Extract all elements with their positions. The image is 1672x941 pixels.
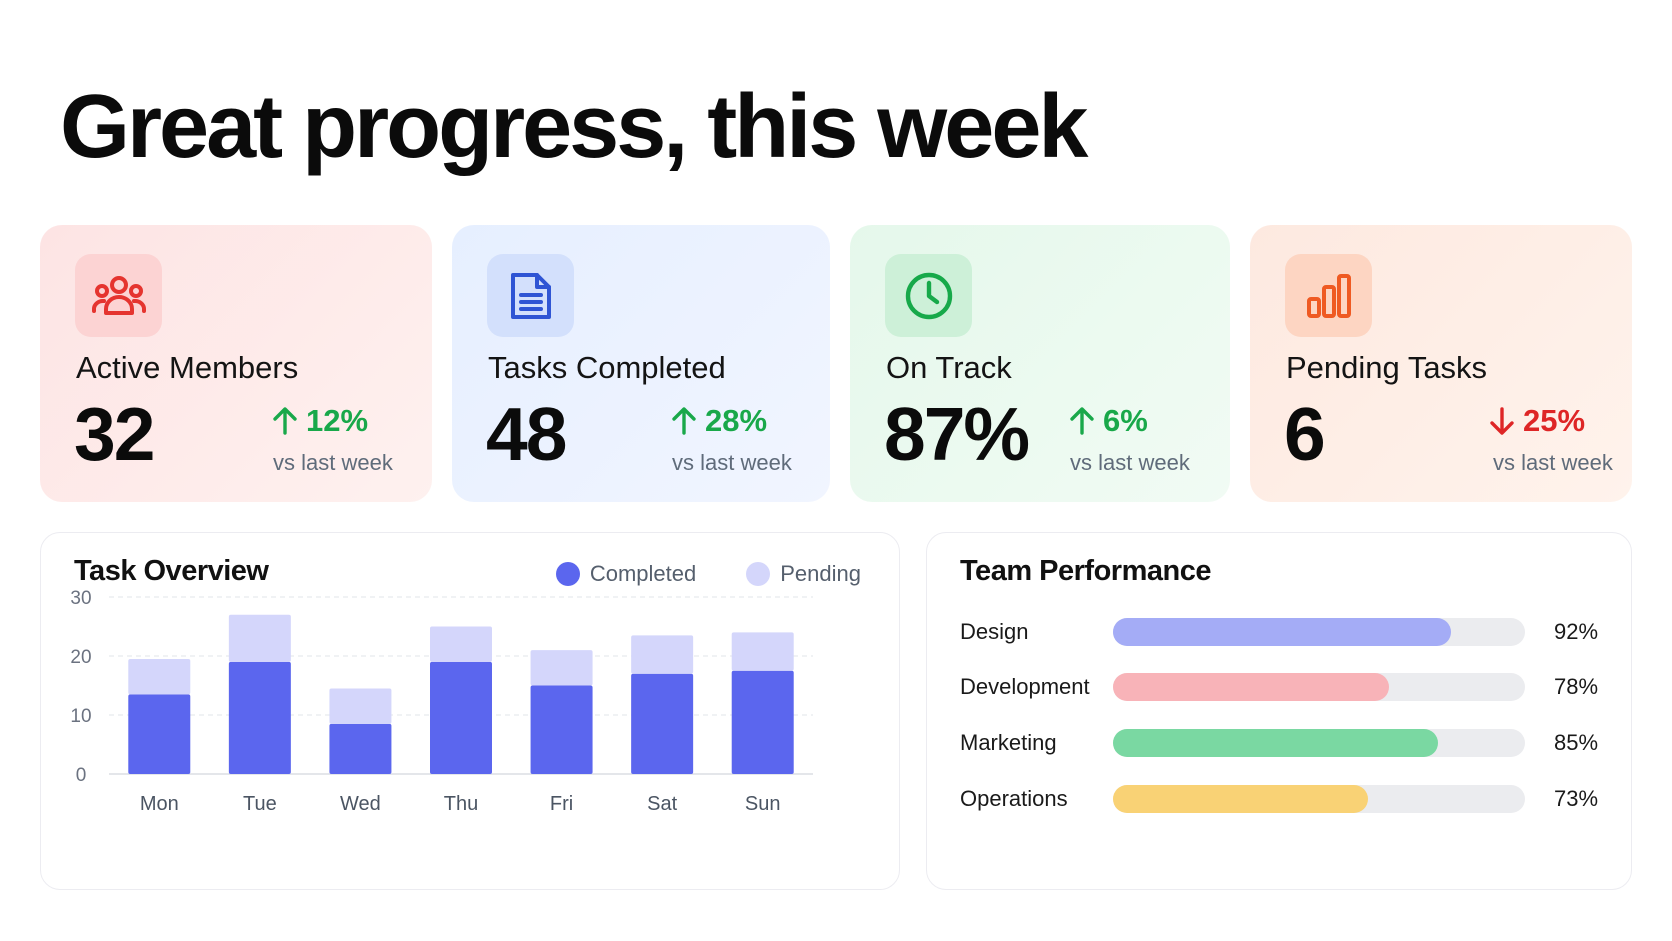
arrow-up-icon bbox=[1070, 406, 1094, 435]
kpi-label: Active Members bbox=[76, 350, 299, 385]
kpi-label: Tasks Completed bbox=[488, 350, 726, 385]
kpi-label: On Track bbox=[886, 350, 1012, 385]
bar-completed-tue bbox=[228, 661, 291, 774]
team-score: 78% bbox=[1554, 674, 1599, 699]
x-tick-label: Tue bbox=[243, 793, 277, 815]
bar-pending-tue bbox=[228, 614, 291, 662]
chart-legend: Completed Pending bbox=[555, 561, 861, 587]
kpi-change: 28% bbox=[671, 405, 767, 436]
progress-fill bbox=[1113, 673, 1390, 701]
arrow-down-icon bbox=[1490, 406, 1514, 435]
task-overview-title: Task Overview bbox=[74, 555, 269, 587]
progress-fill bbox=[1113, 785, 1369, 813]
team-performance-panel: Team Performance Design 92% Development … bbox=[926, 532, 1632, 890]
x-tick-label: Thu bbox=[444, 793, 478, 815]
kpi-change-value: 25% bbox=[1523, 403, 1586, 438]
progress-track bbox=[1113, 729, 1525, 757]
y-tick-label: 10 bbox=[70, 706, 91, 727]
arrow-up-icon bbox=[672, 406, 696, 435]
progress-fill bbox=[1113, 618, 1451, 646]
progress-track bbox=[1113, 673, 1525, 701]
x-tick-label: Sat bbox=[647, 793, 677, 815]
team-score: 92% bbox=[1554, 619, 1599, 644]
page-title: Great progress, this week bbox=[60, 77, 1088, 177]
legend-label: Completed bbox=[589, 561, 697, 586]
legend-item-pending[interactable]: Pending bbox=[746, 561, 861, 587]
bar-completed-mon bbox=[128, 694, 191, 774]
kpi-value: 6 bbox=[1284, 392, 1326, 476]
kpi-comparison-note: vs last week bbox=[273, 450, 393, 475]
bar-pending-sat bbox=[631, 635, 694, 674]
kpi-value: 87% bbox=[884, 392, 1030, 476]
team-members-icon bbox=[75, 254, 162, 337]
bar-pending-wed bbox=[329, 688, 392, 724]
bar-completed-fri bbox=[530, 685, 593, 774]
document-icon bbox=[487, 254, 574, 337]
bar-pending-fri bbox=[530, 650, 593, 686]
team-performance-title: Team Performance bbox=[960, 555, 1211, 587]
bar-completed-sun bbox=[731, 670, 794, 774]
legend-swatch-pending bbox=[746, 562, 771, 586]
bar-pending-thu bbox=[430, 626, 492, 662]
kpi-comparison-note: vs last week bbox=[672, 450, 792, 475]
legend-label: Pending bbox=[780, 561, 861, 586]
x-tick-label: Fri bbox=[550, 793, 573, 815]
progress-track bbox=[1113, 618, 1525, 646]
team-score: 73% bbox=[1554, 786, 1599, 811]
team-name: Design bbox=[960, 619, 1029, 644]
progress-track bbox=[1113, 785, 1525, 813]
bar-pending-sun bbox=[731, 632, 794, 671]
task-overview-panel: 0 10 20 30 Mon Tue Wed Thu Fri Sat Sun Task Overvi… bbox=[40, 532, 900, 890]
y-tick-label: 20 bbox=[70, 647, 91, 668]
bar-pending-mon bbox=[128, 658, 191, 695]
kpi-change: 6% bbox=[1069, 405, 1148, 436]
bar-completed-sat bbox=[631, 673, 694, 774]
kpi-change-value: 6% bbox=[1103, 403, 1148, 438]
performance-row-marketing: Marketing 85% bbox=[960, 728, 1600, 758]
kpi-change: 25% bbox=[1489, 405, 1585, 436]
team-name: Development bbox=[960, 674, 1090, 699]
x-tick-label: Sun bbox=[745, 793, 781, 815]
y-tick-label: 0 bbox=[76, 765, 87, 786]
legend-swatch-completed bbox=[555, 562, 580, 586]
legend-item-completed[interactable]: Completed bbox=[555, 561, 697, 587]
kpi-value: 32 bbox=[74, 392, 155, 476]
kpi-label: Pending Tasks bbox=[1286, 350, 1488, 385]
kpi-comparison-note: vs last week bbox=[1493, 450, 1613, 475]
x-tick-label: Wed bbox=[340, 793, 381, 815]
kpi-card-tasks-completed[interactable]: Tasks Completed 48 28% vs last week bbox=[452, 225, 830, 502]
kpi-change-value: 28% bbox=[705, 403, 768, 438]
bar-chart-icon bbox=[1285, 254, 1372, 337]
bar-completed-thu bbox=[430, 661, 492, 774]
kpi-card-on-track[interactable]: On Track 87% 6% vs last week bbox=[850, 225, 1230, 502]
arrow-up-icon bbox=[273, 406, 297, 435]
kpi-comparison-note: vs last week bbox=[1070, 450, 1190, 475]
task-overview-chart: 0 10 20 30 Mon Tue Wed Thu Fri Sat Sun bbox=[70, 588, 813, 815]
performance-row-operations: Operations 73% bbox=[960, 784, 1600, 814]
performance-row-development: Development 78% bbox=[960, 672, 1600, 702]
bar-completed-wed bbox=[329, 723, 392, 774]
kpi-change: 12% bbox=[272, 405, 368, 436]
kpi-value: 48 bbox=[486, 392, 567, 476]
progress-fill bbox=[1113, 729, 1439, 757]
y-tick-label: 30 bbox=[70, 588, 91, 609]
clock-icon bbox=[885, 254, 972, 337]
kpi-change-value: 12% bbox=[306, 403, 369, 438]
team-score: 85% bbox=[1554, 730, 1599, 755]
team-name: Operations bbox=[960, 786, 1068, 811]
kpi-card-pending-tasks[interactable]: Pending Tasks 6 25% vs last week bbox=[1250, 225, 1632, 502]
x-tick-label: Mon bbox=[140, 793, 179, 815]
performance-row-design: Design 92% bbox=[960, 617, 1600, 647]
kpi-card-active-members[interactable]: Active Members 32 12% vs last week bbox=[40, 225, 432, 502]
team-name: Marketing bbox=[960, 730, 1057, 755]
